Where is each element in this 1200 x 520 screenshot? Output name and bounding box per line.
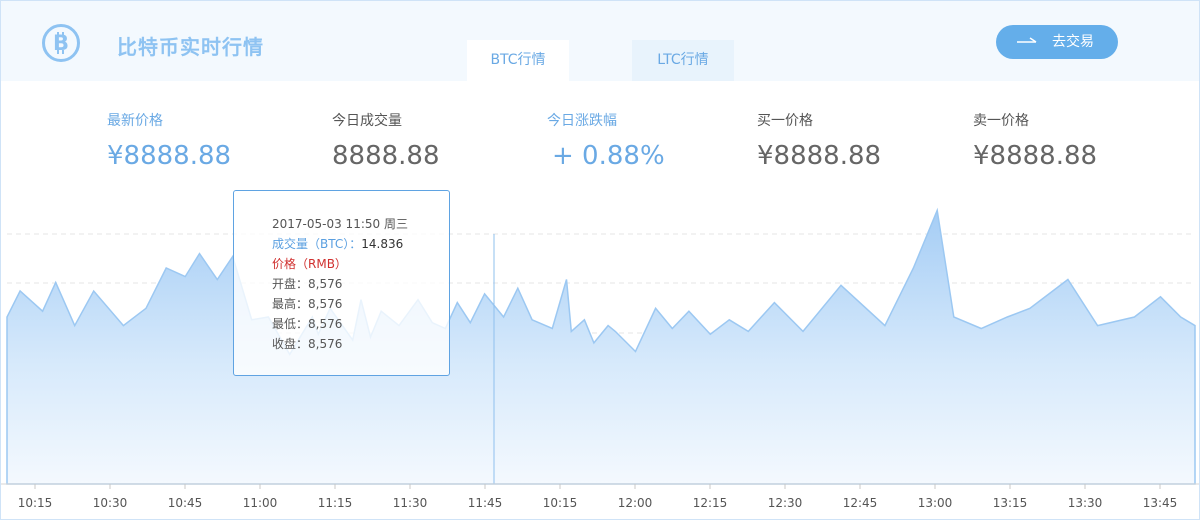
tab-ltc[interactable]: LTC行情 <box>632 40 734 81</box>
x-tick-label: 12:45 <box>843 496 878 510</box>
arrow-right-icon <box>1017 37 1037 43</box>
tooltip-price-label: 价格（RMB） <box>272 257 347 271</box>
stat-value: ¥8888.88 <box>973 141 1098 171</box>
header-bar: B 比特币实时行情 BTC行情 LTC行情 去交易 <box>1 1 1199 81</box>
stat-value: + 0.88% <box>552 141 665 171</box>
stat-sell-price: 卖一价格 ¥8888.88 <box>973 111 1097 171</box>
stat-label: 卖一价格 <box>973 113 1029 129</box>
tooltip-volume-label: 成交量（BTC）： <box>272 237 362 251</box>
tooltip-high: 最高：8,576 <box>272 297 343 311</box>
tooltip-volume-value: 14.836 <box>361 237 404 251</box>
x-tick-label: 11:15 <box>318 496 353 510</box>
trade-button[interactable]: 去交易 <box>996 25 1118 59</box>
x-tick-label: 12:15 <box>693 496 728 510</box>
stat-label: 买一价格 <box>757 113 813 129</box>
x-tick-label: 10:30 <box>93 496 128 510</box>
x-tick-label: 10:15 <box>18 496 53 510</box>
x-tick-label: 10:45 <box>168 496 203 510</box>
bitcoin-logo-icon: B <box>42 24 80 62</box>
tab-btc[interactable]: BTC行情 <box>467 40 569 81</box>
chart-tooltip: 2017-05-03 11:50 周三 成交量（BTC）：14.836 价格（R… <box>233 190 450 376</box>
x-tick-label: 13:45 <box>1143 496 1178 510</box>
stat-today-change: 今日涨跌幅 + 0.88% <box>547 111 665 171</box>
x-tick-label: 10:15 <box>543 496 578 510</box>
stat-label: 今日成交量 <box>332 113 402 129</box>
x-tick-label: 13:30 <box>1068 496 1103 510</box>
x-tick-label: 11:45 <box>468 496 503 510</box>
x-axis-ticks: 10:15 10:30 10:45 11:00 11:15 11:30 11:45 10:15… <box>18 484 1178 510</box>
x-tick-label: 11:00 <box>243 496 278 510</box>
x-tick-label: 13:15 <box>993 496 1028 510</box>
tooltip-volume: 成交量（BTC）：14.836 <box>272 234 403 254</box>
stat-buy-price: 买一价格 ¥8888.88 <box>757 111 881 171</box>
tooltip-low: 最低：8,576 <box>272 317 343 331</box>
tooltip-close: 收盘：8,576 <box>272 337 343 351</box>
stat-label: 今日涨跌幅 <box>547 113 617 129</box>
x-tick-label: 12:00 <box>618 496 653 510</box>
x-tick-label: 12:30 <box>768 496 803 510</box>
stat-value: ¥8888.88 <box>757 141 882 171</box>
svg-text:B: B <box>53 31 69 55</box>
trade-button-label: 去交易 <box>1052 34 1094 50</box>
stat-value: 8888.88 <box>332 141 440 171</box>
x-tick-label: 13:00 <box>918 496 953 510</box>
stat-latest-price: 最新价格 ¥8888.88 <box>107 111 231 171</box>
price-area <box>6 207 1196 485</box>
stat-today-volume: 今日成交量 8888.88 <box>332 111 440 171</box>
stat-label: 最新价格 <box>107 113 163 129</box>
stat-value: ¥8888.88 <box>107 141 232 171</box>
tooltip-open: 开盘：8,576 <box>272 277 343 291</box>
tooltip-datetime: 2017-05-03 11:50 周三 <box>272 217 408 231</box>
x-tick-label: 11:30 <box>393 496 428 510</box>
page-title: 比特币实时行情 <box>117 35 264 59</box>
